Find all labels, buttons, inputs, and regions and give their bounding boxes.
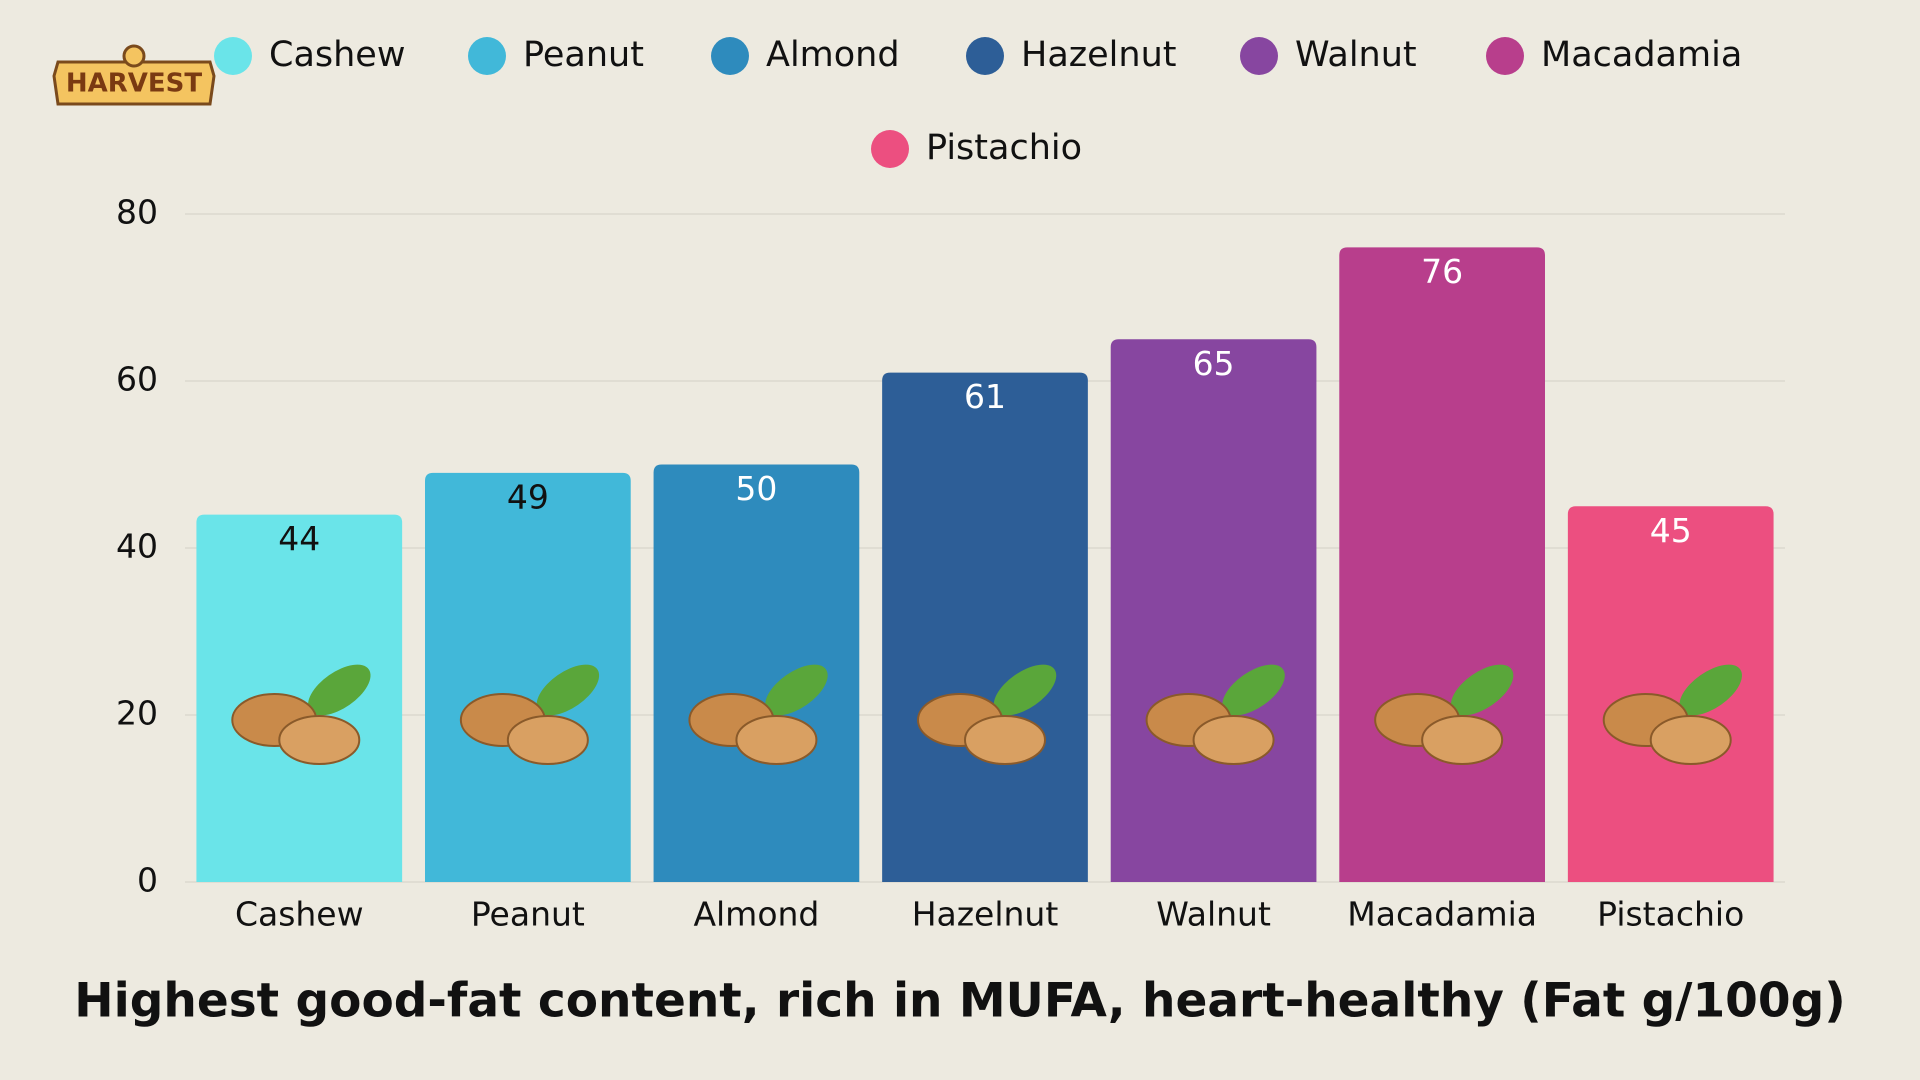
nut-leaf xyxy=(765,664,828,716)
value-label: 44 xyxy=(278,519,320,558)
x-tick-label: Macadamia xyxy=(1347,895,1537,934)
legend-label: Pistachio xyxy=(926,128,1082,168)
nut-illustration xyxy=(1374,664,1514,765)
bar xyxy=(1339,247,1545,882)
y-tick-label: 20 xyxy=(116,694,158,733)
logo-badge xyxy=(52,60,216,106)
y-tick-label: 60 xyxy=(116,360,158,399)
logo-emblem xyxy=(122,44,146,68)
value-label: 61 xyxy=(964,377,1006,416)
legend-swatch xyxy=(214,37,252,75)
nut-shape xyxy=(964,715,1046,765)
legend-label: Peanut xyxy=(523,35,644,75)
legend-swatch xyxy=(711,37,749,75)
legend-label: Walnut xyxy=(1295,35,1417,75)
value-label: 50 xyxy=(735,469,777,508)
value-label: 76 xyxy=(1421,252,1463,291)
y-tick-label: 80 xyxy=(116,193,158,232)
bar xyxy=(425,472,631,882)
legend-label: Macadamia xyxy=(1541,35,1742,75)
nut-leaf xyxy=(308,664,371,716)
bar xyxy=(882,372,1088,882)
nut-illustration xyxy=(1602,664,1742,765)
y-tick-label: 40 xyxy=(116,527,158,566)
x-tick-label: Walnut xyxy=(1156,895,1271,934)
legend-swatch xyxy=(966,37,1004,75)
nut-illustration xyxy=(917,664,1057,765)
nut-leaf xyxy=(536,664,600,716)
nut-shape xyxy=(506,715,589,765)
nut-shape xyxy=(278,715,361,765)
value-label: 45 xyxy=(1650,511,1692,550)
logo: HARVEST xyxy=(52,44,216,106)
nut-shape xyxy=(1192,715,1275,765)
chart-title: Highest good-fat content, rich in MUFA, … xyxy=(74,974,1845,1029)
nut-illustration xyxy=(1145,664,1285,765)
value-label: 49 xyxy=(507,477,549,516)
nut-illustration xyxy=(231,664,371,765)
legend-label: Almond xyxy=(766,35,900,75)
legend-label: Cashew xyxy=(269,35,405,75)
nut-leaf xyxy=(993,664,1057,716)
nut-illustration xyxy=(459,664,600,765)
bar xyxy=(1567,506,1774,882)
bar xyxy=(1110,339,1317,882)
value-label: 65 xyxy=(1193,344,1235,383)
bar xyxy=(653,464,860,882)
nut-leaf xyxy=(1222,664,1285,716)
nut-shape xyxy=(735,715,818,765)
x-tick-label: Cashew xyxy=(235,895,364,934)
logo-text: HARVEST xyxy=(66,69,203,99)
legend-swatch xyxy=(468,37,506,75)
nut-shape xyxy=(1421,715,1504,765)
legend-label: Hazelnut xyxy=(1021,35,1176,75)
x-tick-label: Pistachio xyxy=(1597,895,1744,934)
nut-illustration xyxy=(688,664,828,765)
nut-leaf xyxy=(1679,664,1742,716)
nut-shape xyxy=(1649,715,1732,765)
y-tick-label: 0 xyxy=(137,861,158,900)
x-tick-label: Hazelnut xyxy=(912,895,1059,934)
x-tick-label: Peanut xyxy=(471,895,585,934)
legend-swatch xyxy=(1486,37,1524,75)
nut-leaf xyxy=(1450,664,1514,716)
legend-swatch xyxy=(871,130,909,168)
legend-swatch xyxy=(1240,37,1278,75)
x-tick-label: Almond xyxy=(693,895,819,934)
